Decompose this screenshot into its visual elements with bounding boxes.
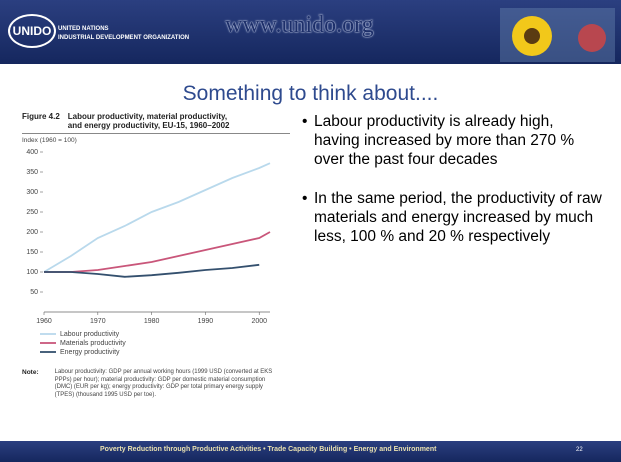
footer-text: Poverty Reduction through Productive Act… (100, 446, 437, 453)
x-tick-label: 1970 (90, 318, 106, 325)
bullet: Labour productivity is already high, hav… (302, 112, 602, 169)
slide-title: Something to think about.... (182, 82, 439, 105)
bullet-list: Labour productivity is already high, hav… (302, 112, 602, 266)
y-tick-label: 100 (26, 269, 38, 276)
legend-label: Materials productivity (60, 340, 126, 347)
note-text: Labour productivity: GDP per annual work… (54, 369, 273, 398)
header-image (500, 8, 615, 62)
figure-number: Figure 4.2 (22, 112, 60, 121)
footer-bar (0, 441, 621, 462)
y-tick-label: 150 (26, 249, 38, 256)
y-tick-label: 300 (26, 189, 38, 196)
page-number: 22 (576, 447, 583, 453)
org-name: UNITED NATIONS (58, 26, 109, 32)
logo: UNIDO (8, 14, 56, 48)
y-axis-label: Index (1960 = 100) (22, 137, 77, 144)
x-tick-label: 1960 (36, 318, 52, 325)
x-tick-label: 1980 (144, 318, 160, 325)
line-series (43, 162, 271, 273)
line-series (44, 231, 271, 273)
figure-caption: Labour productivity, material productivi… (67, 112, 230, 130)
url: www.unido.org (225, 12, 374, 38)
note-label: Note: (22, 369, 39, 376)
line-series (44, 263, 260, 278)
x-tick-label: 1990 (198, 318, 214, 325)
y-tick-label: 200 (26, 229, 38, 236)
org-name: INDUSTRIAL DEVELOPMENT ORGANIZATION (58, 35, 190, 41)
x-tick-label: 2000 (251, 318, 267, 325)
y-tick-label: 400 (26, 149, 38, 156)
legend-label: Energy productivity (60, 349, 120, 356)
y-tick-label: 50 (30, 289, 38, 296)
figure: Figure 4.2 Labour productivity, material… (22, 112, 290, 434)
y-tick-label: 350 (26, 169, 38, 176)
y-tick-label: 250 (26, 209, 38, 216)
legend-label: Labour productivity (60, 331, 120, 338)
bullet: In the same period, the productivity of … (302, 189, 602, 246)
chart: 50 100 150 200 250 300 350 400 1960 1970 1980 1990 2… (26, 149, 271, 356)
